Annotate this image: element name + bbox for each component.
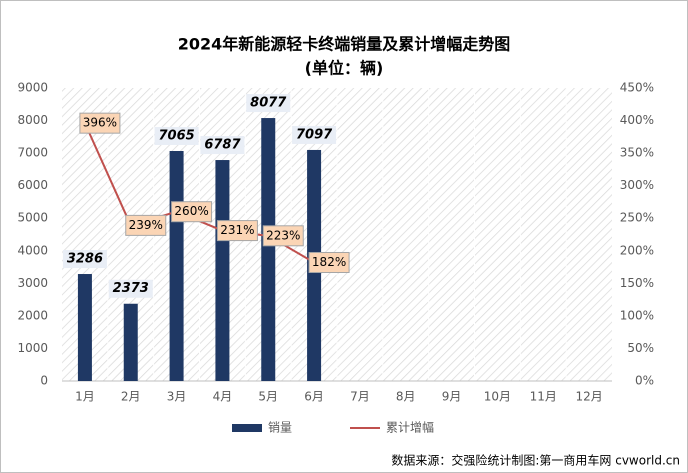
bar-label: 6787 [204, 138, 241, 153]
line-label: 239% [129, 218, 163, 232]
chart-title: 2024年新能源轻卡终端销量及累计增幅走势图 [178, 35, 511, 54]
y-tick-label: 1000 [17, 341, 48, 355]
y-tick-label: 5000 [17, 211, 48, 225]
line-label-bg [79, 112, 121, 134]
y2-tick-label: 300% [620, 178, 654, 192]
line-label-bg [125, 214, 167, 236]
line-label-bg [262, 225, 304, 247]
x-tick-label: 10月 [484, 390, 511, 404]
line-label: 260% [174, 204, 208, 218]
x-tick-label: 7月 [350, 390, 370, 404]
bar [77, 274, 92, 381]
y-tick-label: 0 [40, 374, 48, 388]
x-tick-label: 1月 [75, 390, 95, 404]
legend-label: 销量 [268, 421, 292, 435]
bar-label: 8077 [250, 96, 287, 111]
bar-label: 7097 [296, 127, 333, 142]
legend-swatch [232, 424, 262, 432]
y2-tick-label: 100% [620, 308, 654, 322]
line-label-bg [216, 220, 258, 242]
bar-label: 7065 [158, 128, 194, 143]
y-tick-label: 6000 [17, 178, 48, 192]
y2-tick-label: 250% [620, 211, 654, 225]
x-tick-label: 12月 [575, 390, 602, 404]
y2-tick-label: 450% [620, 81, 654, 95]
x-tick-label: 11月 [530, 390, 557, 404]
y2-tick-label: 400% [620, 113, 654, 127]
x-tick-label: 3月 [167, 390, 187, 404]
bar [169, 150, 184, 381]
bar-label: 2373 [113, 281, 149, 296]
bar-label-bg [246, 94, 291, 113]
line-label-bg [171, 201, 213, 223]
bar-label-bg [62, 250, 107, 269]
bar [261, 118, 276, 382]
x-tick-label: 5月 [258, 390, 278, 404]
line-label: 231% [220, 223, 254, 237]
y-tick-label: 7000 [17, 146, 48, 160]
line-label: 396% [83, 116, 117, 130]
legend-label: 累计增幅 [386, 420, 434, 435]
line-label: 223% [266, 228, 300, 242]
source: 数据来源：交强险统计制图:第一商用车网 cvworld.cn [391, 453, 680, 468]
bar [123, 303, 138, 381]
bar-label-bg [200, 136, 245, 155]
chart-subtitle: (单位：辆) [305, 59, 384, 78]
x-tick-label: 9月 [442, 390, 462, 404]
y2-tick-label: 200% [620, 243, 654, 257]
bar-label-bg [108, 279, 153, 298]
x-tick-label: 4月 [213, 390, 233, 404]
y-tick-label: 9000 [17, 81, 48, 95]
line-label-bg [308, 251, 350, 273]
bar [215, 160, 230, 381]
y-tick-label: 4000 [17, 243, 48, 257]
y-tick-label: 3000 [17, 276, 48, 290]
y2-tick-label: 50% [627, 341, 654, 355]
bar-label-bg [154, 126, 199, 145]
line-label: 182% [312, 255, 346, 269]
y2-tick-label: 150% [620, 276, 654, 290]
bar-label-bg [292, 125, 337, 144]
y2-tick-label: 0% [635, 374, 654, 388]
x-tick-label: 2月 [121, 390, 141, 404]
x-tick-label: 8月 [396, 390, 416, 404]
y2-tick-label: 350% [620, 146, 654, 160]
y-tick-label: 2000 [17, 308, 48, 322]
bar-label: 3286 [67, 252, 103, 267]
x-tick-label: 6月 [304, 390, 324, 404]
y-tick-label: 8000 [17, 113, 48, 127]
